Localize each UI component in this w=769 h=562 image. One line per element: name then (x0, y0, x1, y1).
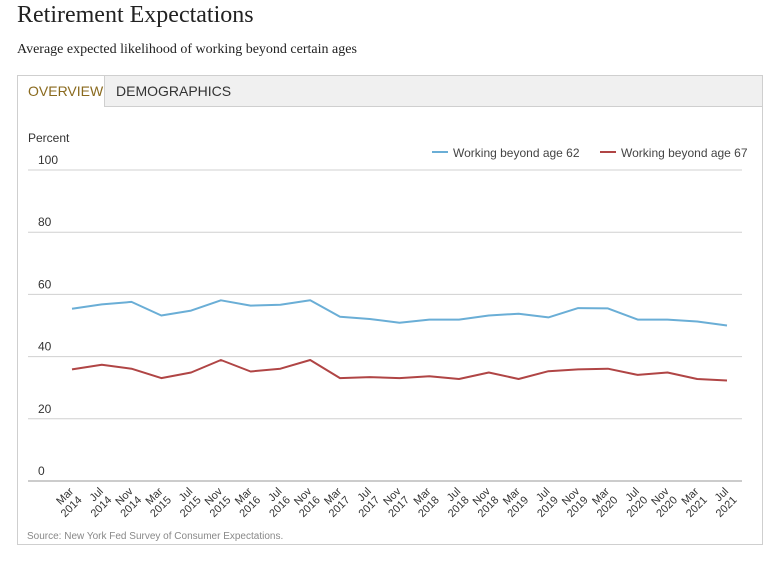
legend-item-label: Working beyond age 62 (453, 146, 580, 160)
source-note: Source: New York Fed Survey of Consumer … (27, 531, 284, 542)
page-subtitle: Average expected likelihood of working b… (17, 42, 357, 57)
y-tick-label: 40 (38, 340, 52, 354)
y-tick-label: 60 (38, 277, 52, 291)
y-tick-label: 20 (38, 402, 52, 416)
tab-demographics[interactable]: DEMOGRAPHICS (116, 83, 232, 99)
chart-panel: OVERVIEW DEMOGRAPHICS (17, 75, 763, 545)
tab-overview[interactable]: OVERVIEW (18, 76, 105, 107)
y-tick-label: 100 (38, 153, 58, 167)
legend-item-label: Working beyond age 67 (621, 146, 748, 160)
page-title: Retirement Expectations (17, 2, 254, 28)
y-tick-label: 80 (38, 215, 52, 229)
series-line-age-62 (71, 299, 728, 327)
y-axis-label: Percent (28, 131, 70, 145)
series-line-age-67 (71, 359, 728, 382)
tab-bar: OVERVIEW DEMOGRAPHICS (18, 76, 762, 107)
y-tick-label: 0 (38, 464, 45, 478)
